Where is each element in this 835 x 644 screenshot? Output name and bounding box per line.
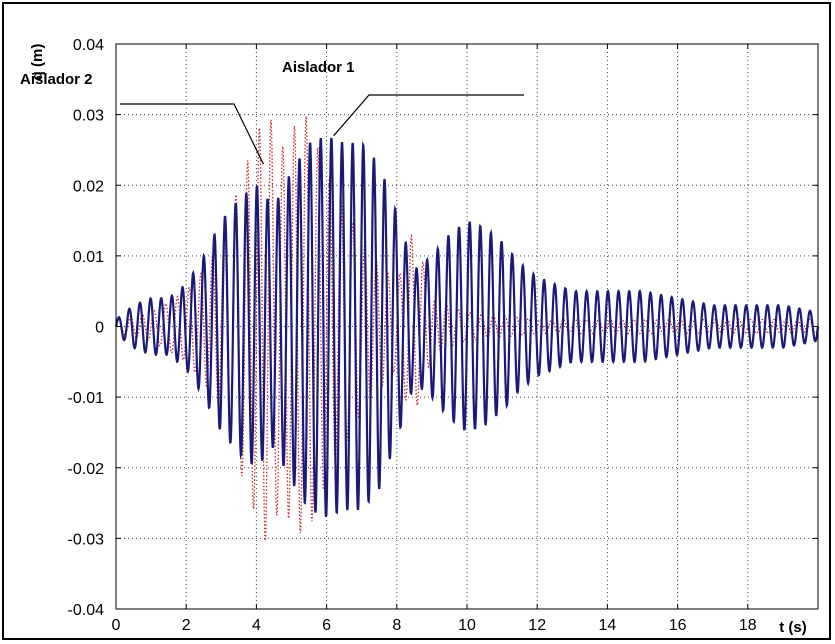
x-tick-label: 0 <box>112 617 121 634</box>
x-tick-label: 6 <box>322 617 331 634</box>
y-tick-label: -0.01 <box>68 390 105 407</box>
y-axis-label: q (m) <box>29 44 46 81</box>
y-tick-label: 0.03 <box>73 108 104 125</box>
y-tick-label: 0.01 <box>73 249 104 266</box>
x-tick-label: 2 <box>182 617 191 634</box>
x-tick-label: 10 <box>458 617 476 634</box>
series-layer <box>114 116 820 541</box>
annotation-label: Aislador 1 <box>282 59 355 76</box>
series-line-aislador-1 <box>114 137 820 518</box>
tick-layer: 0 2 4 6 8 10 12 14 16 18 -0.04 -0.03 -0.02 -0.01 0 0.01… <box>68 37 818 634</box>
annotation-leader <box>120 103 264 165</box>
x-tick-label: 14 <box>599 617 617 634</box>
y-tick-label: 0.02 <box>73 178 104 195</box>
chart-svg: 0 2 4 6 8 10 12 14 16 18 -0.04 -0.03 -0.02 -0.01 0 0.01… <box>20 37 820 636</box>
annotation-label: Aislador 2 <box>20 71 93 88</box>
x-tick-label: 4 <box>252 617 261 634</box>
y-tick-label: 0.04 <box>73 37 104 54</box>
y-tick-label: -0.02 <box>68 461 105 478</box>
x-tick-label: 12 <box>528 617 546 634</box>
y-tick-label: -0.03 <box>68 531 105 548</box>
annotation-leader <box>333 94 524 137</box>
y-tick-label: 0 <box>95 320 104 337</box>
x-tick-label: 16 <box>669 617 687 634</box>
x-tick-label: 8 <box>392 617 401 634</box>
x-tick-label: 18 <box>739 617 757 634</box>
y-tick-label: -0.04 <box>68 602 105 619</box>
x-axis-label: t (s) <box>779 619 807 636</box>
annotation-layer: Aislador 2 Aislador 1 <box>20 59 524 165</box>
